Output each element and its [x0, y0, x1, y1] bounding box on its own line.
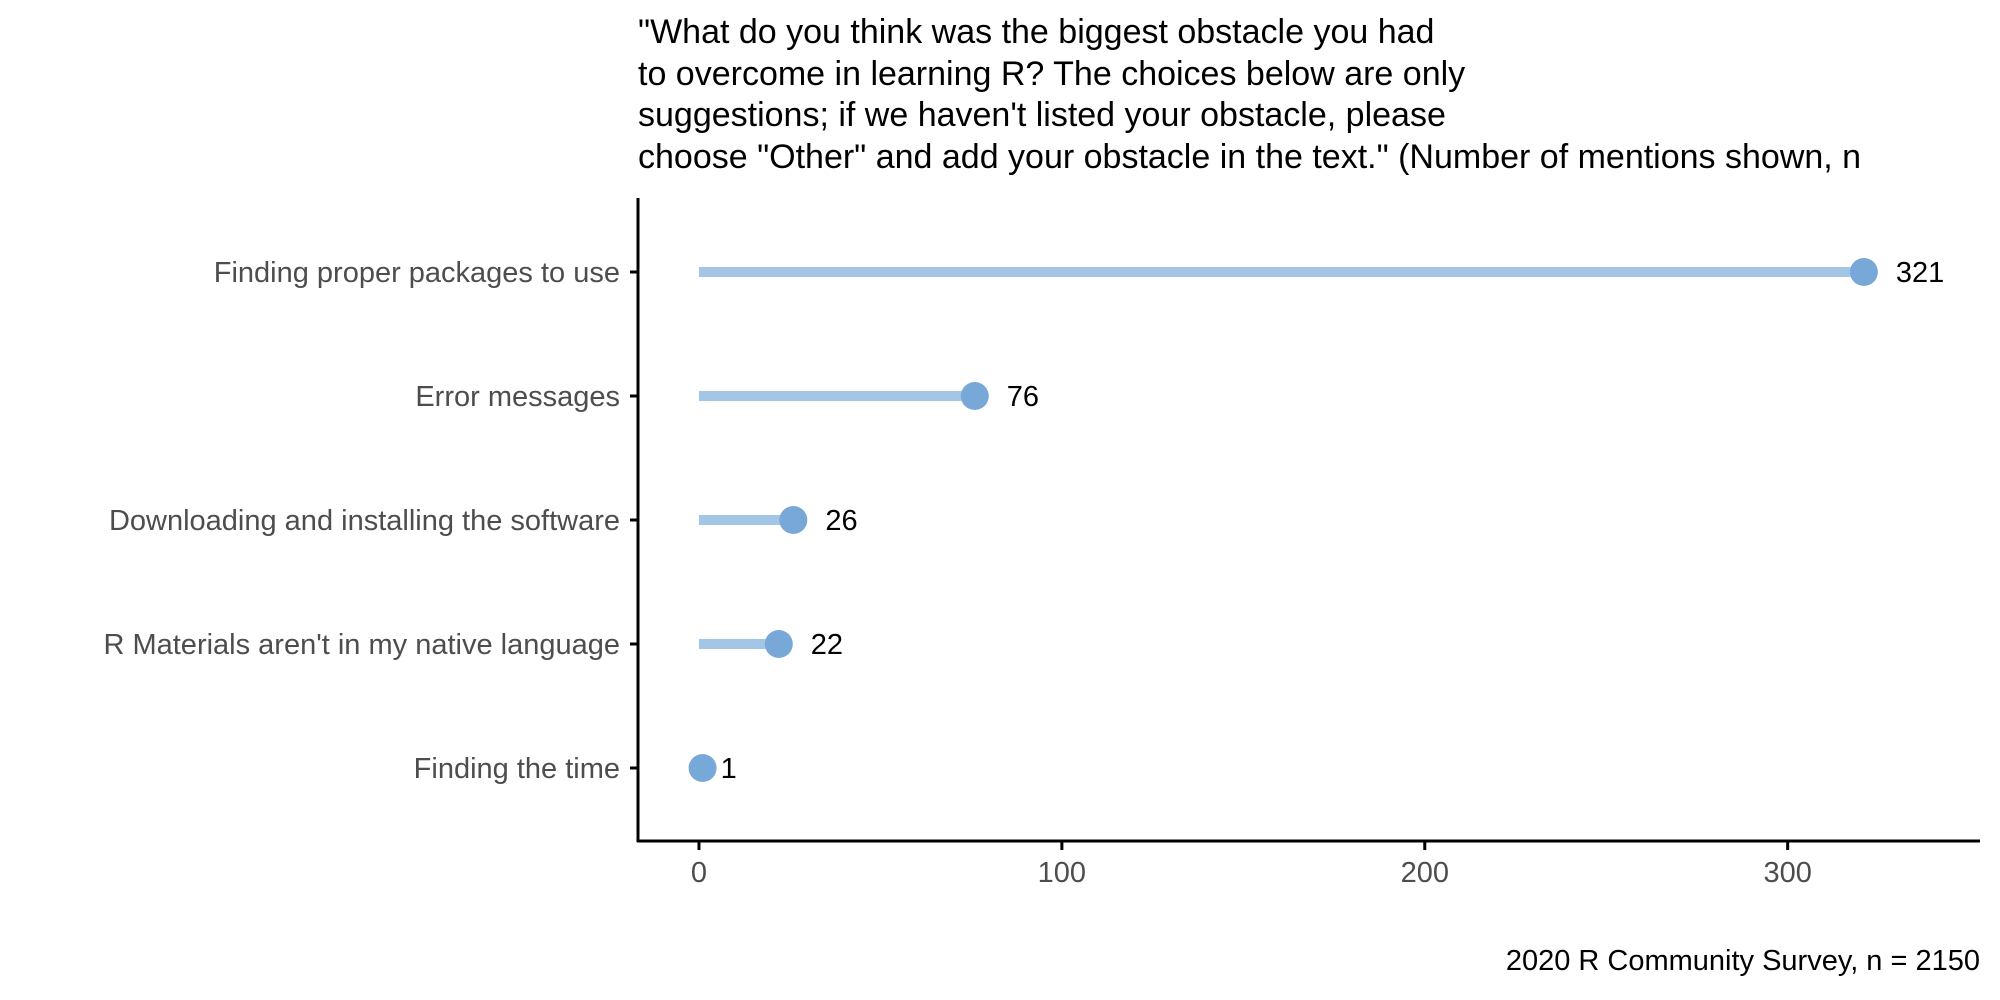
chart-caption: 2020 R Community Survey, n = 2150	[1505, 945, 1980, 977]
y-axis: Finding proper packages to use Error mess…	[103, 257, 638, 785]
lollipop-point	[1849, 258, 1878, 286]
category-label: R Materials aren't in my native language	[103, 629, 620, 661]
title-line: choose "Other" and add your obstacle in …	[638, 137, 1862, 176]
value-label: 22	[811, 629, 843, 661]
x-axis: 0 100 200 300	[691, 841, 1812, 889]
value-label: 76	[1007, 381, 1039, 413]
category-label: Error messages	[415, 381, 620, 413]
chart-title: "What do you think was the biggest obsta…	[638, 12, 2000, 178]
value-label: 321	[1896, 257, 1944, 289]
title-line: suggestions; if we haven't listed your o…	[638, 96, 1446, 134]
chart-marks: 321 76 26 22 1	[688, 257, 1944, 785]
x-tick-label: 300	[1763, 857, 1811, 889]
lollipop-point	[764, 630, 793, 658]
category-label: Finding the time	[414, 753, 620, 785]
lollipop-point	[779, 506, 808, 534]
x-tick-label: 200	[1401, 857, 1449, 889]
lollipop-point	[688, 754, 717, 782]
value-label: 26	[825, 505, 857, 537]
value-label: 1	[721, 753, 737, 785]
lollipop-point	[960, 382, 989, 410]
category-label: Finding proper packages to use	[214, 257, 620, 289]
title-line: to overcome in learning R? The choices b…	[638, 54, 1466, 93]
x-tick-label: 100	[1038, 857, 1086, 889]
title-line: "What do you think was the biggest obsta…	[638, 13, 1435, 51]
x-tick-label: 0	[691, 857, 707, 889]
category-label: Downloading and installing the software	[109, 505, 620, 537]
